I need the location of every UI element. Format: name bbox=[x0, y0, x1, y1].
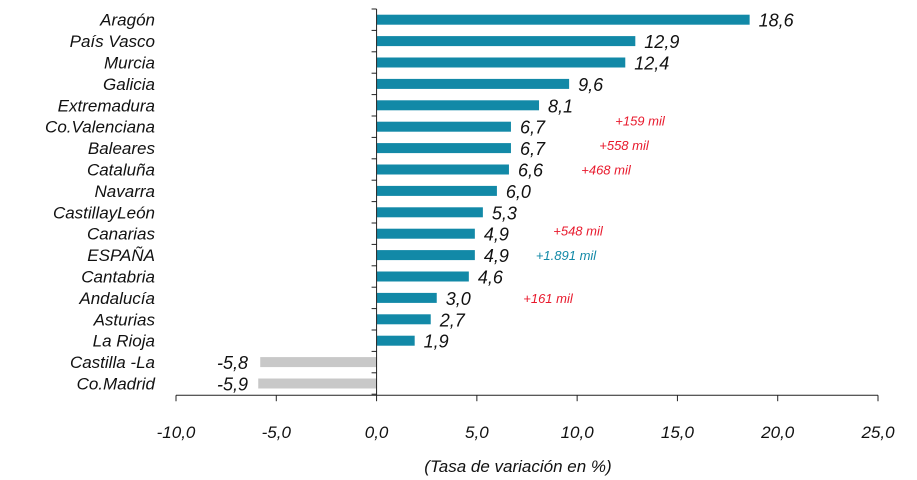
value-label: 4,9 bbox=[484, 246, 509, 266]
value-label: 18,6 bbox=[759, 11, 795, 31]
value-label: 8,1 bbox=[548, 96, 573, 116]
category-label: Galicia bbox=[103, 75, 155, 94]
x-tick-label: 15,0 bbox=[661, 423, 695, 442]
bar bbox=[376, 292, 437, 303]
category-label: Andalucía bbox=[78, 289, 155, 308]
category-label: Asturias bbox=[93, 310, 156, 329]
value-label: 6,0 bbox=[506, 182, 531, 202]
annotation-label: +1.891 mil bbox=[536, 248, 597, 263]
category-label: ESPAÑA bbox=[87, 246, 155, 265]
category-label: País Vasco bbox=[70, 32, 155, 51]
category-label: Cantabria bbox=[81, 268, 155, 287]
value-label: 6,7 bbox=[520, 139, 546, 159]
bar bbox=[376, 14, 750, 25]
annotation-label: +159 mil bbox=[615, 114, 666, 129]
bar bbox=[376, 228, 475, 239]
value-label: -5,8 bbox=[217, 353, 248, 373]
bar bbox=[376, 164, 509, 175]
x-tick-label: 25,0 bbox=[860, 423, 895, 442]
value-label: 6,6 bbox=[518, 161, 544, 181]
bar bbox=[376, 335, 415, 346]
category-label: Co.Madrid bbox=[77, 375, 156, 394]
bar bbox=[376, 207, 483, 218]
value-label: 1,9 bbox=[424, 332, 449, 352]
value-label: 4,9 bbox=[484, 225, 509, 245]
category-label: La Rioja bbox=[93, 332, 155, 351]
bar bbox=[376, 250, 475, 261]
annotation-label: +161 mil bbox=[523, 291, 574, 306]
value-label: 12,9 bbox=[644, 32, 679, 52]
x-axis-title: (Tasa de variación en %) bbox=[424, 457, 611, 476]
bar bbox=[260, 357, 377, 368]
bar bbox=[376, 314, 431, 325]
x-tick-label: -10,0 bbox=[157, 423, 196, 442]
value-label: 3,0 bbox=[446, 289, 471, 309]
annotation-label: +558 mil bbox=[599, 138, 650, 153]
category-label: Murcia bbox=[104, 54, 155, 73]
category-label: Canarias bbox=[87, 225, 156, 244]
bar bbox=[376, 57, 626, 68]
category-label: CastillayLeón bbox=[53, 203, 155, 222]
x-tick-label: 0,0 bbox=[365, 423, 389, 442]
x-tick-label: 10,0 bbox=[561, 423, 595, 442]
x-tick-label: -5,0 bbox=[262, 423, 292, 442]
value-label: 12,4 bbox=[634, 54, 669, 74]
x-tick-label: 20,0 bbox=[760, 423, 795, 442]
annotation-label: +468 mil bbox=[581, 163, 632, 178]
value-label: 5,3 bbox=[492, 203, 517, 223]
x-tick-label: 5,0 bbox=[465, 423, 489, 442]
category-label: Co.Valenciana bbox=[45, 118, 155, 137]
category-label: Castilla -La bbox=[70, 353, 155, 372]
value-label: 4,6 bbox=[478, 268, 504, 288]
value-label: 9,6 bbox=[578, 75, 604, 95]
bar bbox=[376, 121, 511, 132]
bar bbox=[376, 143, 511, 154]
value-label: -5,9 bbox=[217, 375, 248, 395]
bar bbox=[376, 185, 497, 196]
bar bbox=[376, 100, 540, 111]
value-label: 2,7 bbox=[439, 310, 466, 330]
category-label: Navarra bbox=[95, 182, 155, 201]
category-label: Extremadura bbox=[58, 96, 155, 115]
annotation-label: +548 mil bbox=[553, 224, 604, 239]
bar bbox=[376, 271, 469, 282]
category-label: Aragón bbox=[99, 11, 155, 30]
bar bbox=[376, 36, 636, 47]
bar bbox=[376, 78, 570, 89]
category-label: Baleares bbox=[88, 139, 156, 158]
value-label: 6,7 bbox=[520, 118, 546, 138]
bar bbox=[258, 378, 377, 389]
category-label: Cataluña bbox=[87, 161, 155, 180]
